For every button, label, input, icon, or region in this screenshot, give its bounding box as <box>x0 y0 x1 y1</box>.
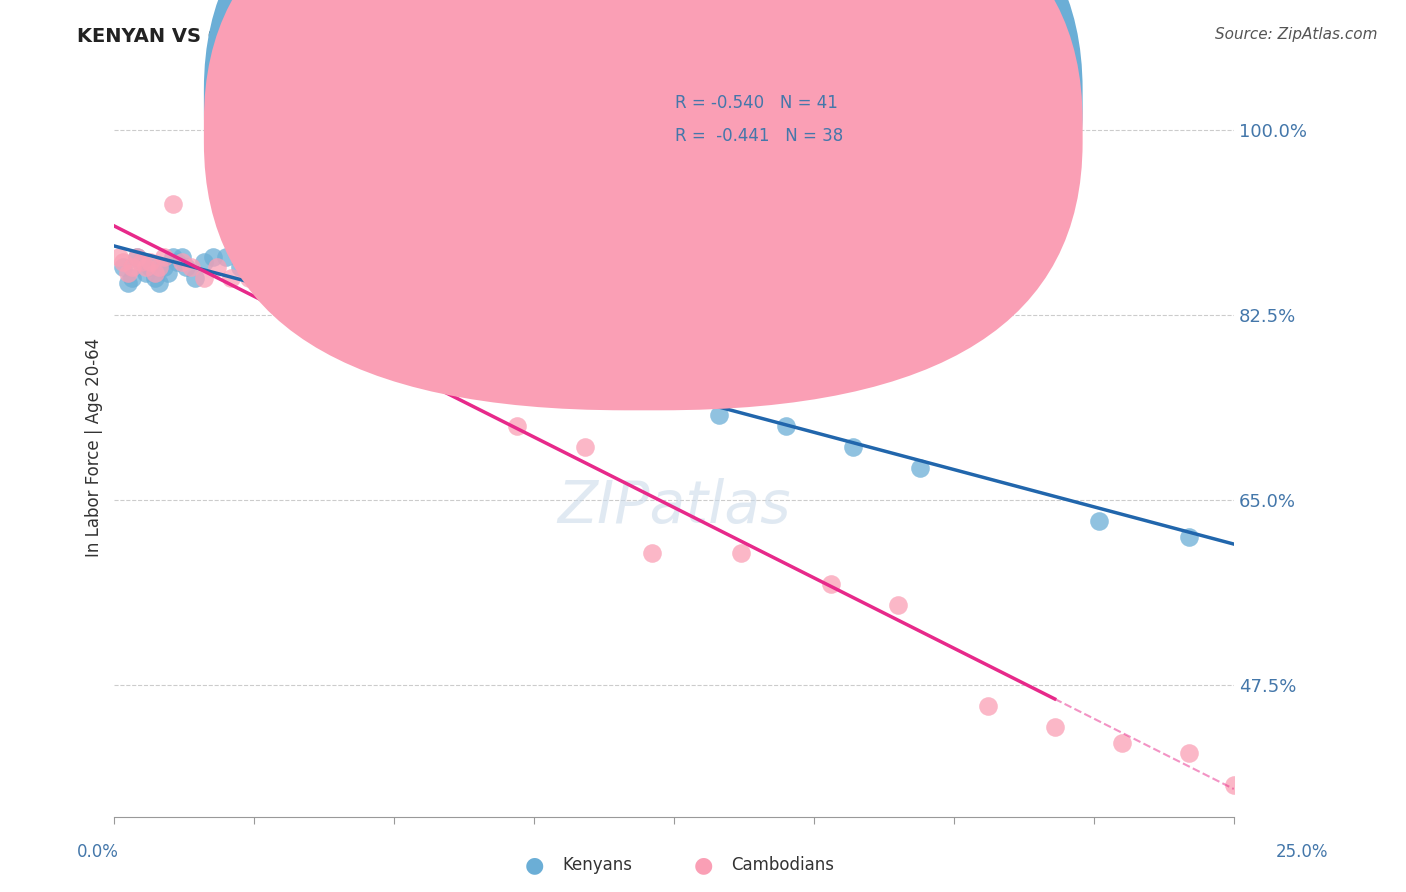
Point <box>291 260 314 275</box>
Point <box>148 260 170 275</box>
Text: ●: ● <box>693 855 713 875</box>
Point <box>730 545 752 559</box>
Text: R = -0.540   N = 41: R = -0.540 N = 41 <box>675 94 838 112</box>
Text: KENYAN VS CAMBODIAN IN LABOR FORCE | AGE 20-64 CORRELATION CHART: KENYAN VS CAMBODIAN IN LABOR FORCE | AGE… <box>77 27 907 46</box>
Point <box>596 376 619 391</box>
Point <box>439 376 461 391</box>
Point <box>121 271 143 285</box>
Text: 25.0%: 25.0% <box>1277 843 1329 861</box>
Point <box>162 250 184 264</box>
Point <box>305 255 328 269</box>
Point <box>180 260 202 275</box>
Point <box>461 334 484 349</box>
Point <box>170 255 193 269</box>
Point <box>641 545 664 559</box>
Point <box>371 313 394 327</box>
Point <box>121 260 143 275</box>
Point <box>238 271 260 285</box>
Text: 0.0%: 0.0% <box>77 843 120 861</box>
Text: Source: ZipAtlas.com: Source: ZipAtlas.com <box>1215 27 1378 42</box>
Point <box>371 313 394 327</box>
Point <box>117 266 139 280</box>
Point <box>260 255 283 269</box>
Point <box>1178 746 1201 760</box>
Y-axis label: In Labor Force | Age 20-64: In Labor Force | Age 20-64 <box>86 337 103 557</box>
Point <box>170 250 193 264</box>
Point <box>1111 736 1133 750</box>
Point <box>219 271 242 285</box>
Point <box>238 266 260 280</box>
Point <box>641 387 664 401</box>
Point <box>135 266 157 280</box>
Point <box>193 255 215 269</box>
Point <box>775 418 797 433</box>
Point <box>139 260 162 275</box>
Point <box>260 260 283 275</box>
Point <box>551 360 574 375</box>
Point <box>143 266 166 280</box>
Point <box>139 255 162 269</box>
Point <box>157 266 180 280</box>
Point <box>350 266 373 280</box>
Point <box>574 440 596 454</box>
Text: ZIPatlas: ZIPatlas <box>557 477 790 534</box>
Point <box>112 260 135 275</box>
Point <box>305 255 328 269</box>
Point <box>152 250 174 264</box>
Point <box>215 250 238 264</box>
Point <box>1223 778 1246 792</box>
Point <box>135 260 157 275</box>
Point <box>129 255 152 269</box>
Point <box>976 698 998 713</box>
Text: R =  -0.441   N = 38: R = -0.441 N = 38 <box>675 127 844 145</box>
Point <box>910 461 932 475</box>
Point <box>112 255 135 269</box>
Point <box>506 418 529 433</box>
Point <box>143 271 166 285</box>
Point <box>707 409 730 423</box>
Point <box>1178 530 1201 544</box>
Point <box>283 250 305 264</box>
Point <box>229 260 252 275</box>
Point <box>328 266 350 280</box>
Point <box>1043 720 1066 734</box>
Point <box>174 260 197 275</box>
Point <box>125 250 148 264</box>
Text: Cambodians: Cambodians <box>731 856 834 874</box>
Point <box>328 313 350 327</box>
Point <box>162 197 184 211</box>
Point <box>108 250 131 264</box>
Point <box>273 271 295 285</box>
Point <box>820 577 842 591</box>
Point <box>184 271 207 285</box>
Point <box>129 255 152 269</box>
Point <box>166 255 188 269</box>
Point <box>842 440 865 454</box>
Point <box>506 345 529 359</box>
Point <box>1244 789 1267 803</box>
Point <box>125 250 148 264</box>
Text: Kenyans: Kenyans <box>562 856 633 874</box>
Point <box>152 260 174 275</box>
Text: ●: ● <box>524 855 544 875</box>
Point <box>201 250 224 264</box>
Point <box>416 318 439 333</box>
Point <box>148 277 170 291</box>
Point <box>1088 514 1111 528</box>
Point <box>887 599 910 613</box>
Point <box>207 260 229 275</box>
Point <box>350 318 373 333</box>
Point <box>193 271 215 285</box>
Point <box>394 334 416 349</box>
Point <box>117 277 139 291</box>
Point <box>394 313 416 327</box>
